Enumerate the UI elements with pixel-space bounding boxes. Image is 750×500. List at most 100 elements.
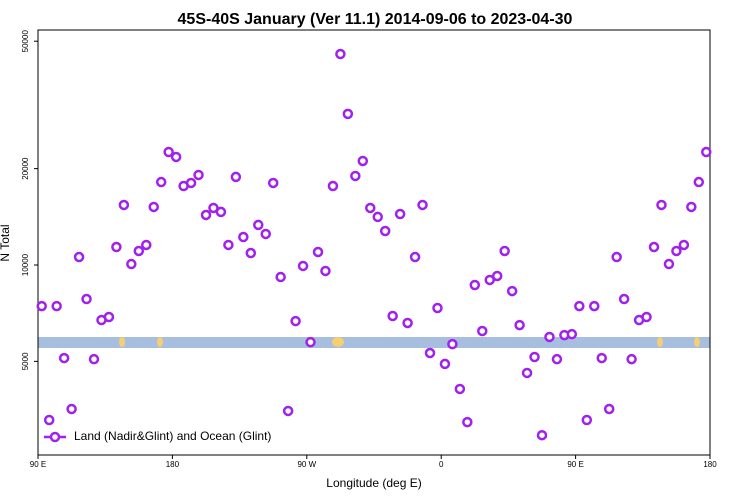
data-point	[603, 403, 615, 415]
data-point	[282, 405, 294, 417]
data-point	[170, 151, 182, 163]
data-point	[81, 293, 92, 305]
data-point	[51, 300, 62, 312]
data-point	[185, 177, 197, 189]
data-point	[133, 245, 145, 257]
data-point	[365, 202, 376, 214]
data-point	[148, 201, 159, 213]
data-point	[671, 245, 682, 257]
data-point	[678, 239, 690, 251]
x-tick-label: 90 E	[30, 460, 46, 469]
data-point	[484, 274, 495, 286]
y-tick-label: 5000	[21, 352, 30, 370]
data-point	[499, 245, 510, 257]
data-point	[58, 352, 70, 364]
data-point	[402, 317, 413, 329]
data-point	[141, 239, 152, 251]
data-point	[521, 367, 533, 379]
data-point	[320, 265, 331, 277]
data-point	[379, 225, 391, 237]
data-point	[357, 155, 369, 167]
data-point	[245, 247, 257, 259]
data-point	[103, 311, 115, 323]
data-point	[230, 171, 242, 183]
data-point	[73, 251, 85, 263]
data-point	[297, 260, 309, 272]
data-point	[387, 310, 398, 322]
data-point	[43, 414, 55, 426]
x-tick-label: 90 E	[567, 460, 583, 469]
chart-title: 45S-40S January (Ver 11.1) 2014-09-06 to…	[178, 11, 573, 28]
data-point	[312, 246, 324, 258]
data-point	[641, 311, 652, 323]
data-point	[215, 206, 227, 218]
y-tick-label: 50000	[21, 30, 30, 53]
data-point	[66, 403, 77, 415]
x-tick-label: 90 W	[297, 460, 316, 469]
data-point	[477, 325, 488, 337]
data-point	[238, 231, 249, 243]
data-point	[626, 353, 637, 365]
data-point	[566, 328, 578, 340]
data-point	[656, 199, 667, 211]
data-point	[424, 347, 436, 359]
data-point	[193, 169, 204, 181]
data-point	[462, 416, 473, 428]
data-point	[36, 300, 47, 312]
data-point	[514, 319, 525, 331]
data-point	[200, 209, 212, 221]
data-point	[506, 285, 518, 297]
data-point	[581, 414, 593, 426]
data-point	[693, 176, 705, 188]
data-point	[335, 48, 346, 60]
data-point	[454, 383, 466, 395]
data-point	[155, 176, 167, 188]
data-point	[491, 270, 503, 282]
data-point	[417, 199, 428, 211]
data-point	[372, 211, 383, 223]
data-point	[118, 199, 130, 211]
data-point	[469, 279, 481, 291]
data-point	[126, 258, 137, 270]
legend-label: Land (Nadir&Glint) and Ocean (Glint)	[74, 429, 271, 443]
x-tick-label: 180	[703, 460, 717, 469]
data-point	[648, 241, 660, 253]
x-tick-label: 0	[439, 460, 444, 469]
data-point	[275, 271, 286, 283]
data-point	[701, 146, 712, 158]
data-point	[596, 352, 607, 364]
data-point	[447, 338, 458, 350]
data-point	[350, 170, 361, 182]
data-point	[305, 336, 316, 348]
data-point	[88, 353, 100, 365]
data-point	[618, 293, 630, 305]
data-point	[529, 351, 540, 363]
data-point	[409, 251, 421, 263]
data-point	[536, 429, 548, 441]
x-tick-label: 180	[166, 460, 180, 469]
data-point	[394, 208, 406, 220]
legend-marker	[49, 431, 61, 443]
data-point	[290, 315, 301, 327]
data-point	[223, 239, 234, 251]
data-point	[574, 300, 585, 312]
data-point	[432, 302, 443, 314]
y-tick-label: 10000	[21, 253, 30, 276]
y-tick-label: 20000	[21, 157, 30, 180]
data-point	[342, 108, 354, 120]
data-point	[260, 228, 271, 240]
data-point	[163, 146, 174, 158]
data-point	[267, 177, 279, 189]
data-point	[551, 353, 563, 365]
data-point	[327, 180, 339, 192]
data-point	[111, 241, 122, 253]
coverage-band	[38, 337, 710, 348]
x-axis-label: Longitude (deg E)	[326, 476, 421, 490]
data-point	[589, 300, 600, 312]
data-point	[611, 251, 622, 263]
plot-frame	[37, 29, 711, 456]
data-point	[439, 358, 451, 370]
y-axis-label: N Total	[0, 224, 12, 261]
data-point	[686, 201, 697, 213]
